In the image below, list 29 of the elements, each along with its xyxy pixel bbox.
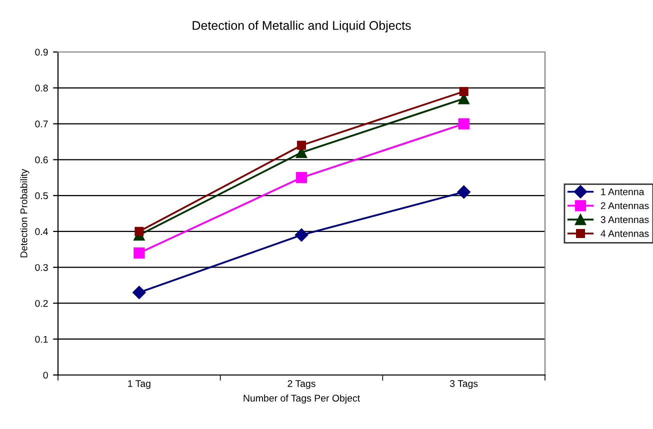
y-axis-title: Detection Probability (20, 168, 30, 258)
y-tick-label: 0.8 (35, 84, 48, 92)
legend-label: 2 Antennas (600, 202, 649, 210)
legend-label: 1 Antenna (601, 188, 644, 196)
y-tick-label: 0.9 (35, 48, 48, 56)
x-tick-label: 1 Tag (128, 380, 150, 389)
point (459, 86, 468, 96)
point (294, 228, 308, 242)
y-tick-label: 0.5 (35, 192, 48, 200)
point (296, 172, 308, 184)
y-tick-label: 0 (43, 372, 48, 379)
x-tick-label: 3 Tags (450, 380, 478, 389)
point (296, 140, 306, 150)
legend-label: 3 Antennas (600, 216, 649, 224)
y-tick-label: 0.2 (35, 300, 48, 307)
x-tick-label: 2 Tags (288, 380, 316, 389)
point (134, 247, 145, 259)
x-axis-title: Number of Tags Per Object (244, 394, 360, 404)
y-tick-label: 0.3 (35, 264, 48, 271)
chart-title: Detection of Metallic and Liquid Objects (192, 20, 411, 32)
y-tick-label: 0.4 (35, 228, 48, 236)
point (132, 286, 146, 300)
point (134, 226, 144, 236)
y-tick-label: 0.7 (35, 120, 48, 128)
y-tick-label: 0.1 (35, 336, 48, 343)
legend-label: 4 Antennas (600, 230, 649, 237)
y-tick-label: 0.6 (35, 156, 48, 164)
point (458, 118, 470, 130)
point (457, 185, 470, 199)
